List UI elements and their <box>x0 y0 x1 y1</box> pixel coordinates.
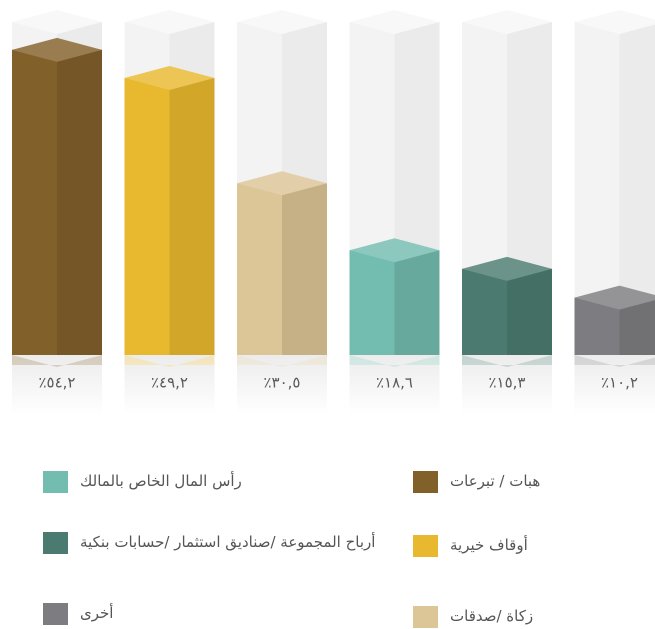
chart: ٪٥٤,٢ ٪٤٩,٢ ٪٣٠,٥ ٪١٨,٦ ٪١٥,٣ ٪١٠,٢ <box>0 0 655 430</box>
bar-left <box>12 50 57 355</box>
legend-swatch <box>43 471 68 493</box>
legend-label: هبات / تبرعات <box>450 468 540 494</box>
legend-swatch <box>413 606 438 628</box>
legend-label: زكاة /صدقات <box>450 603 533 629</box>
value-label: ٪١٨,٦ <box>376 374 413 392</box>
legend-item: أوقاف خيرية <box>413 532 653 558</box>
bar <box>12 38 102 367</box>
bar-left <box>237 183 282 355</box>
value-label: ٪٤٩,٢ <box>151 374 188 392</box>
legend-label: أرباح المجموعة /صناديق استثمار /حسابات ب… <box>80 529 375 555</box>
legend-item: زكاة /صدقات <box>413 603 653 629</box>
bar-right <box>170 78 215 355</box>
bar-left <box>350 250 395 355</box>
value-label: ٪١٥,٣ <box>488 374 525 392</box>
legend-swatch <box>413 535 438 557</box>
legend-label: أوقاف خيرية <box>450 532 528 558</box>
value-label: ٪١٠,٢ <box>601 374 638 392</box>
bar-left <box>462 269 507 355</box>
legend-item: أرباح المجموعة /صناديق استثمار /حسابات ب… <box>43 529 383 555</box>
bar-right <box>395 250 440 355</box>
bar-right <box>282 183 327 355</box>
legend-swatch <box>43 603 68 625</box>
bar <box>350 238 440 367</box>
legend-swatch <box>413 471 438 493</box>
value-label: ٪٥٤,٢ <box>38 374 75 392</box>
bar <box>462 257 552 367</box>
legend-label: رأس المال الخاص بالمالك <box>80 468 242 494</box>
legend-label: أخرى <box>80 600 113 626</box>
legend-item: هبات / تبرعات <box>413 468 653 494</box>
bar <box>575 286 655 367</box>
legend-swatch <box>43 532 68 554</box>
legend-item: أخرى <box>43 600 383 626</box>
value-label: ٪٣٠,٥ <box>263 374 300 392</box>
bar-left <box>125 78 170 355</box>
bar-right <box>57 50 102 355</box>
legend-item: رأس المال الخاص بالمالك <box>43 468 383 494</box>
bar-right <box>507 269 552 355</box>
bar <box>125 66 215 367</box>
bar <box>237 171 327 367</box>
